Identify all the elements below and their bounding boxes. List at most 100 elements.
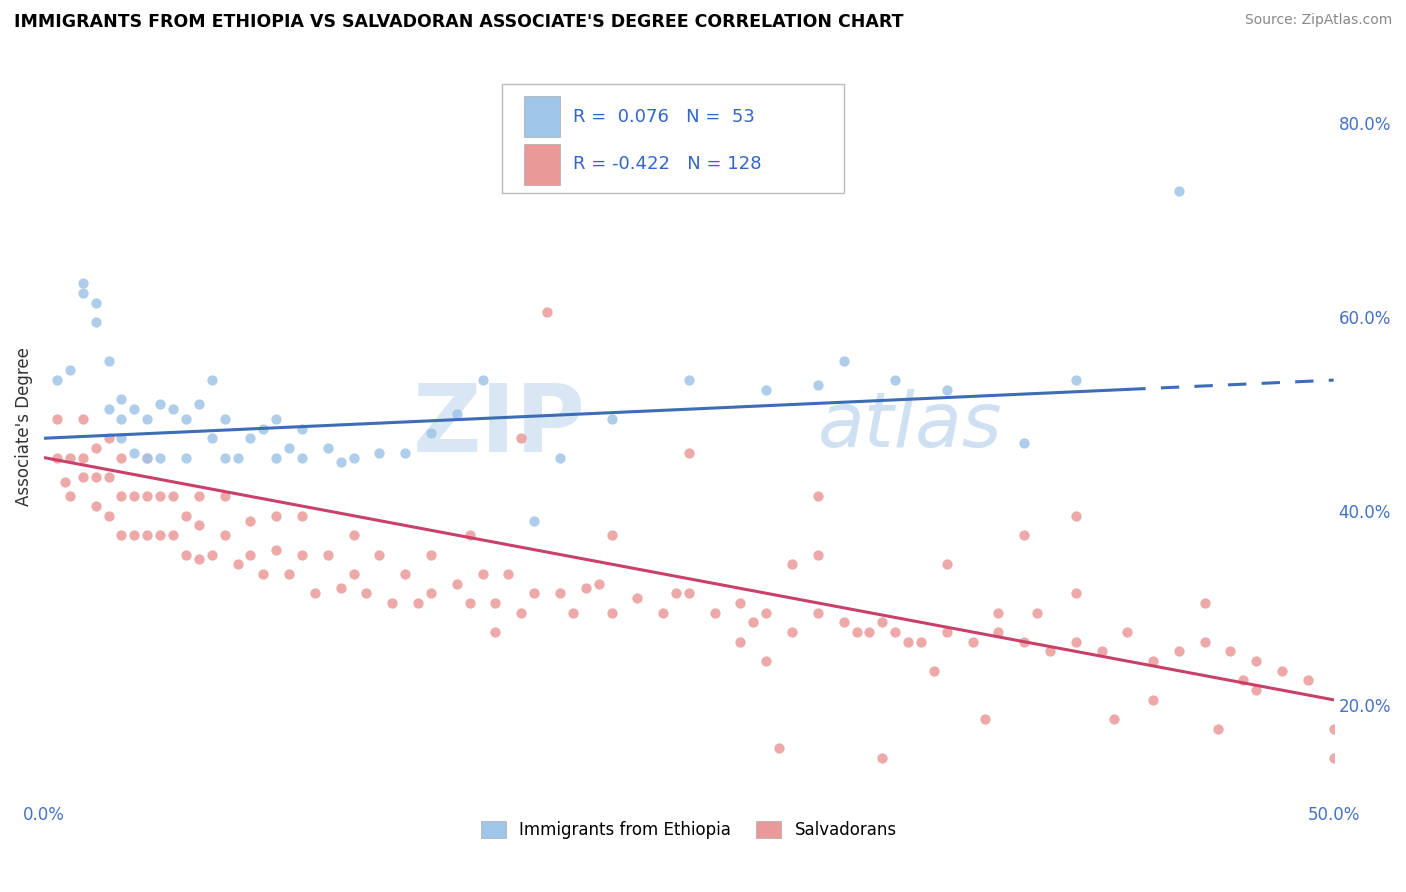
Point — [381, 596, 404, 610]
Point — [768, 741, 790, 756]
Point — [420, 426, 443, 441]
Point — [1206, 722, 1229, 736]
Point — [174, 548, 197, 562]
Point — [498, 566, 520, 581]
Point — [264, 412, 287, 426]
Point — [1246, 683, 1268, 698]
Point — [935, 625, 957, 640]
Point — [510, 606, 533, 620]
Point — [665, 586, 688, 600]
Point — [46, 373, 69, 387]
Point — [1219, 644, 1241, 658]
Point — [807, 378, 830, 392]
Point — [987, 606, 1010, 620]
Point — [1142, 693, 1164, 707]
Point — [46, 450, 69, 465]
Point — [214, 489, 236, 503]
Point — [1246, 654, 1268, 668]
Point — [935, 383, 957, 397]
Point — [1116, 625, 1139, 640]
Point — [780, 558, 803, 572]
Point — [110, 412, 132, 426]
Point — [872, 751, 894, 765]
Text: R = -0.422   N = 128: R = -0.422 N = 128 — [572, 155, 761, 173]
Point — [264, 450, 287, 465]
Point — [626, 591, 648, 606]
Point — [304, 586, 326, 600]
Point — [124, 528, 146, 542]
Point — [84, 315, 107, 329]
Point — [755, 654, 778, 668]
Point — [97, 402, 120, 417]
Point — [420, 548, 443, 562]
Point — [536, 305, 558, 319]
Point — [1064, 634, 1087, 648]
Text: IMMIGRANTS FROM ETHIOPIA VS SALVADORAN ASSOCIATE'S DEGREE CORRELATION CHART: IMMIGRANTS FROM ETHIOPIA VS SALVADORAN A… — [14, 13, 904, 31]
Point — [84, 499, 107, 513]
Point — [174, 412, 197, 426]
Point — [162, 489, 184, 503]
Point — [1012, 436, 1035, 450]
Point — [1064, 373, 1087, 387]
Point — [962, 634, 984, 648]
Point — [935, 558, 957, 572]
Point — [561, 606, 583, 620]
Point — [110, 528, 132, 542]
Point — [1026, 606, 1049, 620]
Point — [600, 606, 623, 620]
Point — [110, 431, 132, 445]
Point — [394, 566, 416, 581]
Point — [239, 514, 262, 528]
Point — [136, 450, 159, 465]
Point — [548, 450, 571, 465]
Point — [446, 407, 468, 421]
Point — [458, 528, 481, 542]
Point — [214, 528, 236, 542]
Point — [1012, 634, 1035, 648]
Point — [214, 412, 236, 426]
Point — [291, 450, 314, 465]
Point — [974, 712, 997, 726]
Point — [471, 373, 494, 387]
Point — [807, 548, 830, 562]
Point — [832, 353, 855, 368]
Point — [136, 412, 159, 426]
Point — [124, 489, 146, 503]
Point — [872, 615, 894, 630]
Point — [471, 566, 494, 581]
Point — [72, 412, 94, 426]
Point — [730, 596, 752, 610]
Point — [548, 586, 571, 600]
Point — [97, 353, 120, 368]
Point — [523, 586, 546, 600]
Y-axis label: Associate's Degree: Associate's Degree — [15, 347, 32, 506]
Point — [201, 548, 224, 562]
Point — [897, 634, 920, 648]
Point — [342, 528, 364, 542]
Point — [832, 615, 855, 630]
Point — [730, 634, 752, 648]
Point — [420, 586, 443, 600]
Point — [124, 446, 146, 460]
Point — [72, 470, 94, 484]
Point — [845, 625, 868, 640]
Point — [484, 625, 506, 640]
Point — [110, 489, 132, 503]
Point — [84, 441, 107, 455]
Text: ZIP: ZIP — [413, 380, 586, 472]
Point — [187, 397, 209, 411]
Point — [214, 450, 236, 465]
Point — [187, 552, 209, 566]
Point — [1142, 654, 1164, 668]
Point — [807, 606, 830, 620]
Point — [368, 446, 391, 460]
Point — [755, 383, 778, 397]
Point — [124, 402, 146, 417]
Point — [278, 566, 301, 581]
Point — [72, 285, 94, 300]
Point — [678, 373, 700, 387]
Point — [368, 548, 391, 562]
Point — [523, 514, 546, 528]
Point — [356, 586, 378, 600]
Point — [1064, 508, 1087, 523]
